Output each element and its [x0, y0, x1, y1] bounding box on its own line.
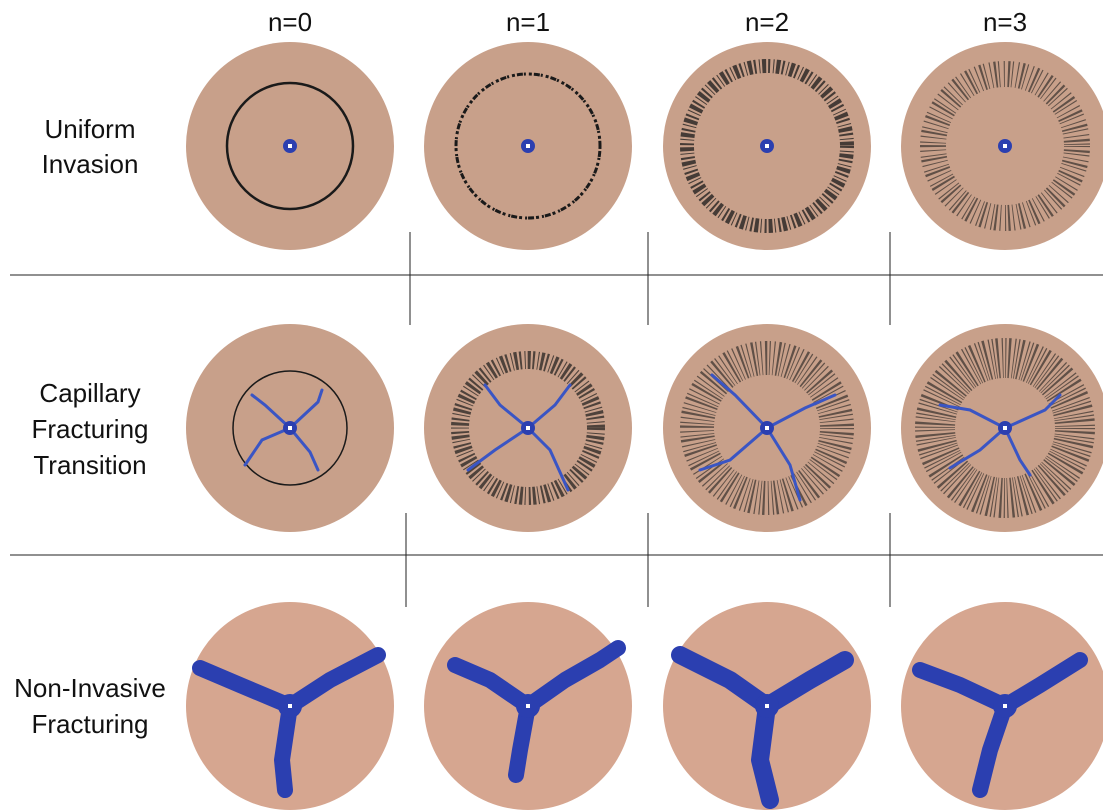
- row-label: Transition: [33, 450, 146, 480]
- column-header: n=2: [745, 7, 789, 37]
- row-label: Fracturing: [31, 709, 148, 739]
- row-label: Invasion: [42, 149, 139, 179]
- row-label: Fracturing: [31, 414, 148, 444]
- row-fracturing: [186, 602, 1103, 810]
- row-label: Uniform: [44, 114, 135, 144]
- column-header: n=1: [506, 7, 550, 37]
- column-header: n=3: [983, 7, 1027, 37]
- column-header: n=0: [268, 7, 312, 37]
- row-transition: [186, 324, 1103, 532]
- row-label: Capillary: [39, 378, 140, 408]
- row-uniform: [186, 42, 1103, 250]
- figure: n=0 n=1 n=2 n=3 Uniform Invasion Capilla…: [0, 0, 1103, 810]
- row-label: Non-Invasive: [14, 673, 166, 703]
